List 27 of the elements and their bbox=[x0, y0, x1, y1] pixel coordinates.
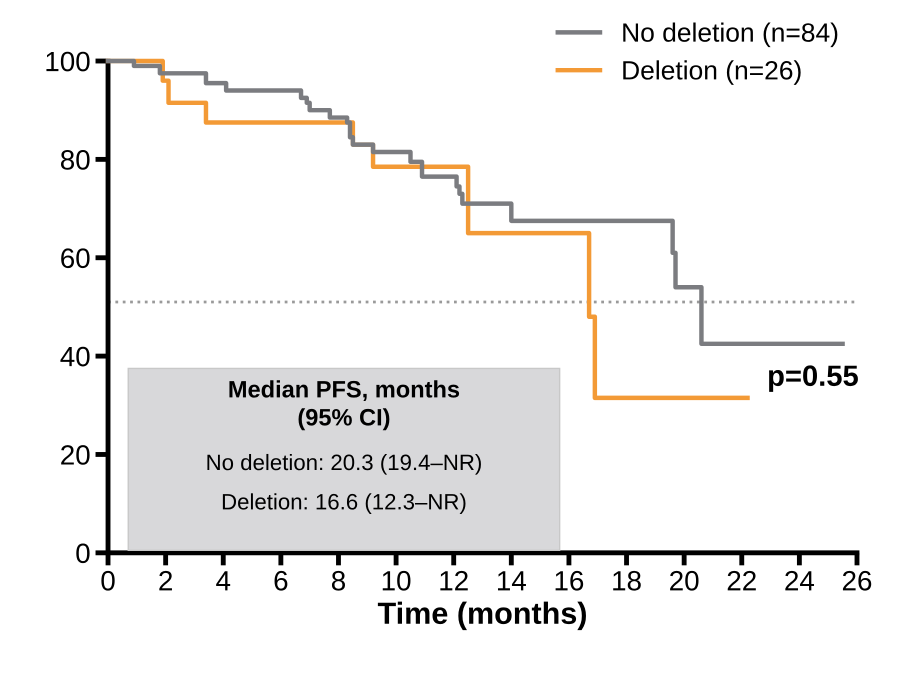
x-tick-label: 0 bbox=[101, 570, 115, 591]
x-tick-label: 2 bbox=[159, 570, 172, 590]
y-tick-label: 0 bbox=[76, 543, 90, 564]
x-tick-label: 4 bbox=[216, 571, 230, 590]
x-tick-label: 14 bbox=[498, 571, 526, 590]
x-tick-label: 8 bbox=[332, 570, 345, 591]
y-tick-label: 60 bbox=[61, 248, 90, 268]
x-tick-label: 24 bbox=[785, 570, 814, 590]
x-tick-label: 6 bbox=[274, 570, 288, 591]
x-tick-label: 26 bbox=[842, 570, 872, 591]
x-tick-label: 12 bbox=[440, 570, 468, 590]
annotation: Median PFS, months (95% CI) bbox=[229, 380, 460, 430]
annotation: No deletion: 20.3 (19.4–NR) bbox=[207, 454, 481, 475]
y-tick-label: 100 bbox=[46, 52, 90, 72]
y-tick-label: 20 bbox=[61, 445, 90, 465]
annotation: Deletion: 16.6 (12.3–NR) bbox=[222, 493, 466, 514]
x-tick-label: 10 bbox=[382, 570, 410, 591]
x-tick-label: 22 bbox=[728, 570, 756, 590]
legend-label: Deletion (n=26) bbox=[623, 60, 801, 85]
legend-label: No deletion (n=84) bbox=[623, 22, 838, 48]
x-axis-title: Time (months) bbox=[378, 602, 586, 630]
y-tick-label: 40 bbox=[60, 346, 90, 366]
x-tick-label: 18 bbox=[613, 570, 641, 591]
annotation: p=0.55 bbox=[769, 365, 858, 392]
y-tick-label: 80 bbox=[60, 150, 90, 170]
x-tick-label: 20 bbox=[670, 570, 699, 591]
x-tick-label: 16 bbox=[556, 570, 584, 591]
